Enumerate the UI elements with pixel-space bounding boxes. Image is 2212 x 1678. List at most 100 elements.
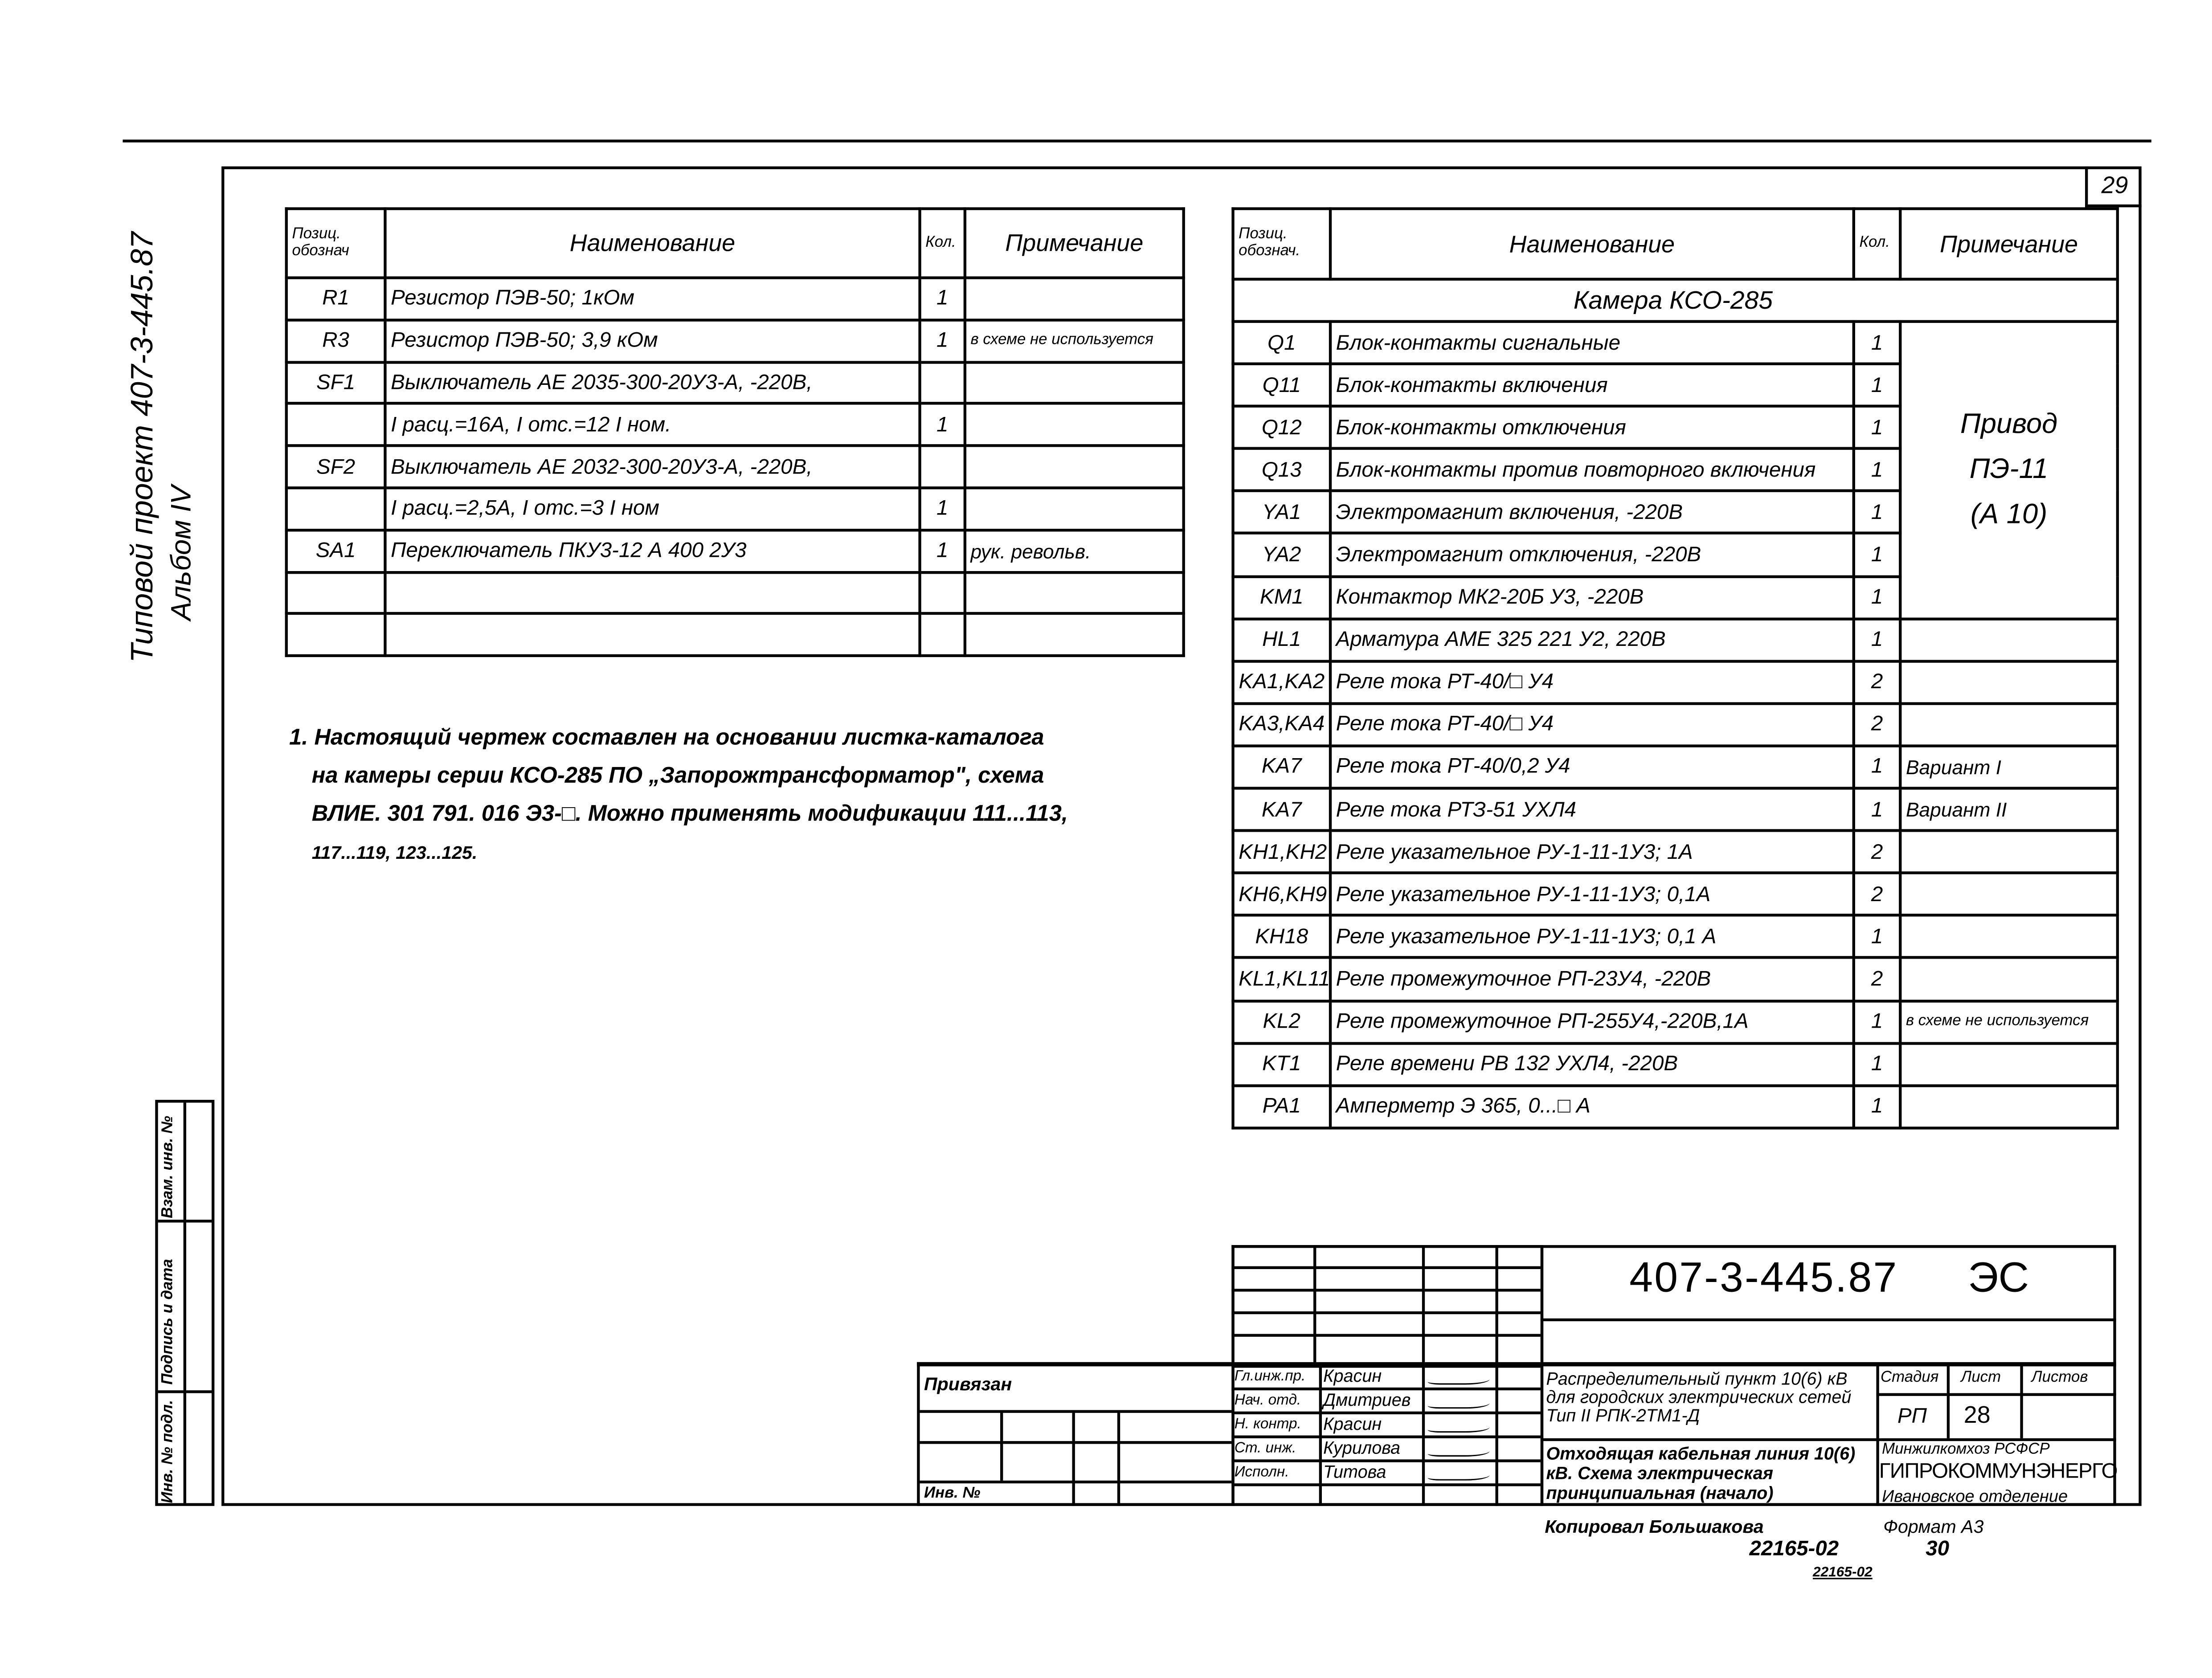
note-cell (963, 360, 1185, 405)
qty-cell: 1 (1852, 362, 1902, 408)
qty-cell: 2 (1852, 702, 1902, 747)
qty-cell: 1 (918, 276, 967, 322)
position-cell: SF2 (285, 444, 387, 490)
note-cell (963, 444, 1185, 490)
table-row: KH18 Реле указательное РУ-1-11-1У3; 0,1 А… (1231, 914, 2119, 959)
note-cell (1899, 914, 2119, 959)
position-cell (285, 486, 387, 531)
name-cell (384, 612, 921, 657)
qty-cell: 1 (918, 402, 967, 448)
qty-cell: 1 (1852, 490, 1902, 535)
table-row: Q12 Блок-контакты отключения 1 (1231, 405, 2118, 450)
position-cell: PA1 (1231, 1084, 1332, 1129)
signature-block: Гл.инж.пр. Красин Нач. отд. Дмитриев Н. конт… (1231, 1365, 1544, 1506)
org-branch: Ивановское отделение (1882, 1486, 2068, 1506)
position-cell: Q1 (1231, 320, 1332, 366)
qty-cell: 1 (1852, 532, 1902, 578)
position-cell: YA2 (1231, 532, 1332, 578)
signature-name: Титова (1323, 1462, 1386, 1482)
object-title: Распределительный пункт 10(6) кВ для гор… (1546, 1369, 1852, 1426)
table-row: KH1,KH2 Реле указательное РУ-1-11-1У3; 1А… (1231, 829, 2119, 875)
copied-by: Копировал Большакова (1545, 1515, 1764, 1537)
qty-cell: 2 (1852, 871, 1902, 917)
handwritten-signature (1427, 1466, 1490, 1481)
position-cell: R3 (285, 318, 387, 363)
note-cell: в схеме не используется (1899, 999, 2119, 1045)
org-ministry: Минжилкомхоз РСФСР (1882, 1441, 2050, 1458)
signature-name: Курилова (1323, 1438, 1401, 1458)
archive-number: 22165-02 (1749, 1537, 1839, 1561)
note-cell: Вариант I (1899, 744, 2119, 790)
org-name: ГИПРОКОММУНЭНЕРГО (1879, 1459, 2118, 1484)
note-cell (1899, 956, 2119, 1002)
stamp-inv-original: Инв. № подл. (159, 1400, 176, 1503)
qty-cell: 1 (1852, 575, 1902, 620)
header-note: Примечание (1899, 207, 2119, 281)
table-row: SF1 Выключатель АЕ 2035-300-20У3-А, -220В… (285, 360, 1185, 405)
qty-cell: 1 (918, 486, 967, 531)
position-cell (285, 570, 387, 616)
table-row: YA2 Электромагнит отключения, -220В 1 (1231, 532, 2118, 578)
header-qty: Кол. (1852, 207, 1902, 281)
position-cell: Q11 (1231, 362, 1332, 408)
note-cell (1899, 702, 2119, 747)
position-cell: KL2 (1231, 999, 1332, 1045)
position-cell: KM1 (1231, 575, 1332, 620)
note-cell (1899, 1041, 2119, 1087)
drive-note-line: (А 10) (1970, 499, 2048, 531)
name-cell: I расц.=2,5А, I отс.=3 I ном (384, 486, 921, 531)
note-cell (963, 402, 1185, 448)
stamp-signature-date: Подпись и дата (159, 1259, 176, 1385)
top-border-line (123, 139, 2151, 143)
position-cell (285, 402, 387, 448)
sheet-title: Отходящая кабельная линия 10(6) кВ. Схем… (1546, 1444, 1856, 1503)
position-cell: KH1,KH2 (1231, 829, 1332, 875)
table-row: R3 Резистор ПЭВ-50; 3,9 кОм 1 в схеме не ис… (285, 318, 1185, 363)
table-row: SA1 Переключатель ПКУ3-12 А 400 2У3 1 рук. … (285, 528, 1185, 574)
handwritten-signature (1427, 1395, 1490, 1409)
stage-value: РП (1897, 1404, 1927, 1429)
drive-note-line: ПЭ-11 (1969, 454, 2048, 486)
note-cell (963, 486, 1185, 531)
qty-cell: 2 (1852, 659, 1902, 705)
name-cell: Реле промежуточное РП-23У4, -220В (1329, 956, 1855, 1002)
note-cell (1899, 617, 2119, 663)
drive-note: Привод ПЭ-11 (А 10) (1899, 320, 2119, 620)
signature-name: Красин (1323, 1414, 1382, 1434)
handwritten-signature (1427, 1371, 1490, 1385)
table-row: HL1 Арматура АМЕ 325 221 У2, 220В 1 (1231, 617, 2119, 663)
qty-cell: 1 (1852, 914, 1902, 959)
position-cell: SA1 (285, 528, 387, 574)
table-row: YA1 Электромагнит включения, -220В 1 (1231, 490, 2118, 535)
name-cell: Арматура АМЕ 325 221 У2, 220В (1329, 617, 1855, 663)
name-cell: I расц.=16А, I отс.=12 I ном. (384, 402, 921, 448)
note-cell (1899, 1084, 2119, 1129)
header-name: Наименование (1329, 207, 1855, 281)
header-qty: Кол. (918, 207, 967, 279)
qty-cell: 1 (1852, 447, 1902, 493)
position-cell: R1 (285, 276, 387, 322)
name-cell: Реле указательное РУ-1-11-1У3; 1А (1329, 829, 1855, 875)
qty-cell (918, 444, 967, 490)
signature-name: Красин (1323, 1366, 1382, 1386)
signature-role: Гл.инж.пр. (1234, 1368, 1306, 1385)
name-cell: Резистор ПЭВ-50; 1кОм (384, 276, 921, 322)
qty-cell: 1 (918, 528, 967, 574)
attached-label: Привязан (924, 1373, 1012, 1395)
table-header-row: Позиц. обознач. Наименование Кол. Примеч… (1231, 207, 2119, 281)
table-row: Q11 Блок-контакты включения 1 (1231, 362, 2118, 408)
qty-cell (918, 612, 967, 657)
sheet-value: 28 (1963, 1401, 1991, 1429)
note-cell: в схеме не используется (963, 318, 1185, 363)
position-cell: KH18 (1231, 914, 1332, 959)
name-cell: Электромагнит включения, -220В (1329, 490, 1855, 535)
table-row: KL1,KL11 Реле промежуточное РП-23У4, -220… (1231, 956, 2119, 1002)
qty-cell: 1 (1852, 405, 1902, 450)
note-cell: рук. револьв. (963, 528, 1185, 574)
name-cell: Реле времени РВ 132 УХЛ4, -220В (1329, 1041, 1855, 1087)
name-cell: Выключатель АЕ 2032-300-20У3-А, -220В, (384, 444, 921, 490)
left-spec-table: Позиц. обознач Наименование Кол. Примеча… (285, 207, 1185, 657)
table-row: KA1,KA2 Реле тока РТ-40/□ У4 2 (1231, 659, 2119, 705)
drive-note-line: Привод (1960, 409, 2058, 441)
